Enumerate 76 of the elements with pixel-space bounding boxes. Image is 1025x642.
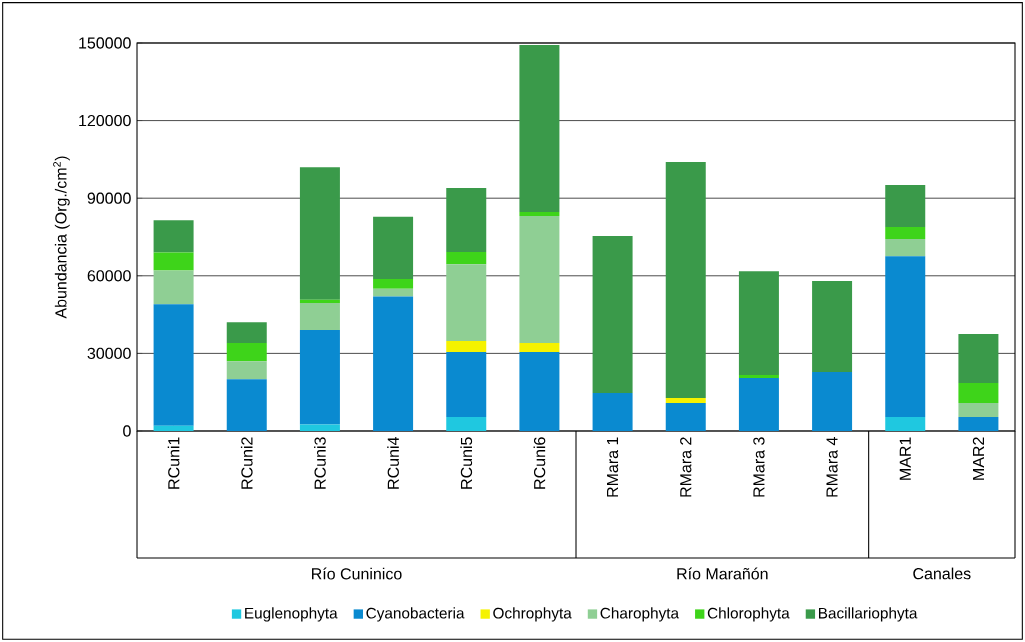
bar	[446, 352, 487, 418]
x-tick-label: MAR2	[972, 437, 984, 480]
bar	[373, 278, 414, 289]
bar	[153, 220, 194, 253]
x-tick-label: RCuni5	[460, 437, 473, 489]
bar	[665, 403, 706, 431]
bar	[885, 239, 926, 257]
bar	[153, 270, 194, 305]
x-tick-label: RCuni1	[167, 437, 180, 489]
bar	[299, 299, 340, 303]
x-tick-label: RMara 2	[680, 437, 692, 497]
bar	[299, 330, 340, 425]
bar	[153, 425, 194, 431]
bar	[958, 382, 999, 404]
bar	[592, 235, 633, 393]
y-tick-label: 60000	[87, 270, 131, 282]
text: Río Cuninico	[312, 567, 402, 580]
x-tick-label: RMara 4	[826, 437, 838, 497]
legend-label: Bacillariophyta	[818, 607, 918, 622]
x-tick-label: RCuni3	[314, 437, 326, 489]
legend-label: Chlorophyta	[707, 607, 790, 622]
legend-label: Cyanobacteria	[366, 607, 465, 622]
bar	[446, 340, 487, 353]
bar	[958, 417, 999, 431]
bar	[299, 167, 340, 300]
x-tick-label: RMara 1	[607, 437, 619, 497]
bar	[519, 211, 560, 217]
y-tick-label: 90000	[87, 192, 131, 204]
bar	[226, 343, 267, 362]
bar	[738, 271, 779, 376]
y-axis-title: Abundancia (Org./cm$^{2}$)	[53, 156, 70, 319]
bar	[226, 361, 267, 380]
bar	[373, 288, 414, 297]
bar	[958, 333, 999, 383]
x-tick-label: RCuni2	[240, 437, 253, 489]
bar	[226, 379, 267, 431]
bar	[446, 188, 487, 252]
bar	[885, 226, 926, 240]
bar	[373, 296, 414, 431]
text: Río Marañón	[677, 567, 768, 580]
bar	[665, 397, 706, 404]
y-tick-label: 150000	[79, 37, 131, 49]
bar	[446, 417, 487, 431]
x-tick-label: RCuni4	[387, 437, 399, 489]
bar	[446, 264, 487, 341]
bar	[446, 251, 487, 265]
bar	[299, 424, 340, 431]
y-tick-label: 0	[123, 425, 131, 437]
y-tick-label: 120000	[79, 114, 131, 127]
bar	[885, 256, 926, 418]
legend-label: Charophyta	[600, 607, 680, 622]
bar	[519, 343, 560, 353]
bar	[885, 417, 926, 431]
bar	[812, 280, 853, 373]
bar	[665, 161, 706, 398]
x-tick-label: MAR1	[899, 437, 911, 480]
bar	[738, 375, 779, 378]
y-tick-label: 30000	[87, 347, 131, 360]
bar	[592, 392, 633, 431]
bar	[153, 252, 194, 271]
bar	[153, 304, 194, 426]
bar	[519, 352, 560, 431]
bar	[373, 216, 414, 279]
legend-label: Ochrophyta	[493, 607, 572, 622]
bar	[226, 322, 267, 344]
legend-label: Euglenophyta	[245, 607, 338, 622]
x-tick-label: RCuni6	[533, 437, 546, 489]
bar	[885, 185, 926, 227]
bar	[812, 372, 853, 431]
x-tick-label: RMara 3	[753, 437, 765, 497]
bar	[299, 302, 340, 331]
bar	[519, 45, 560, 212]
bar	[958, 403, 999, 418]
bar	[738, 377, 779, 431]
text: Canales	[913, 567, 971, 580]
bar	[519, 216, 560, 344]
